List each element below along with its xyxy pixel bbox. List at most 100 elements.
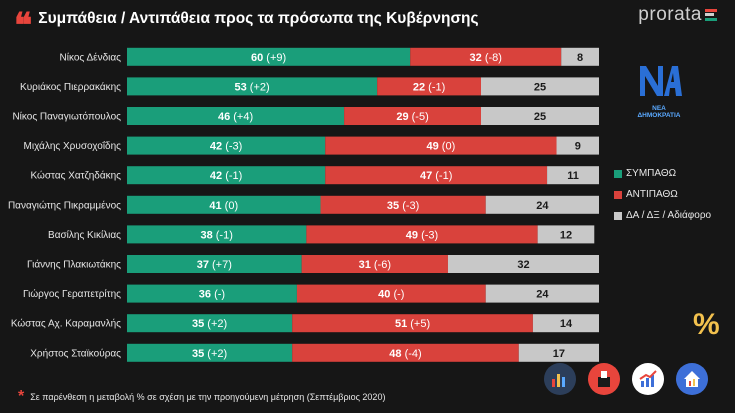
legend-swatch	[614, 169, 622, 178]
data-label: 35 (+2)	[192, 348, 227, 360]
data-label: 8	[577, 52, 583, 64]
category-label: Κώστας Χατζηδάκης	[31, 170, 122, 182]
ballot-box-icon	[588, 363, 620, 395]
category-label: Γιώργος Γεραπετρίτης	[23, 288, 121, 300]
footer-icons	[544, 363, 720, 395]
bar-segment	[447, 255, 599, 273]
category-label: Κώστας Αχ. Καραμανλής	[11, 318, 121, 330]
category-label: Νίκος Δένδιας	[60, 51, 122, 63]
data-label: 37 (+7)	[197, 259, 232, 271]
legend-item-antipatho: ΑΝΤΙΠΑΘΩ	[614, 184, 711, 205]
bar-segment	[127, 343, 293, 362]
bar-segment	[485, 284, 599, 303]
data-label: 32 (-8)	[470, 52, 502, 64]
data-label: 40 (-)	[378, 289, 404, 301]
legend-item-dk-na: ΔΑ / ΔΞ / Αδιάφορο	[614, 205, 711, 226]
data-label: 53 (+2)	[234, 81, 269, 93]
data-label: 9	[575, 141, 581, 153]
asterisk-icon: *	[18, 388, 25, 405]
nea-dimokratia-logo: ΝΕΑ ΔΗΜΟΚΡΑΤΙΑ	[636, 62, 682, 119]
trend-up-icon	[632, 363, 664, 395]
bar-segment	[127, 47, 411, 66]
bar-segment	[481, 77, 599, 96]
data-label: 11	[567, 170, 579, 182]
bar-chart-icon	[544, 363, 576, 395]
bar-segment	[481, 107, 599, 125]
data-label: 24	[536, 200, 549, 212]
bar-segment	[127, 284, 297, 303]
data-label: 14	[560, 318, 573, 330]
legend-label: ΣΥΜΠΑΘΩ	[626, 168, 677, 179]
legend-swatch	[614, 211, 622, 220]
bar-segment	[127, 255, 302, 273]
bar-segment	[325, 136, 557, 155]
legend-label: ΑΝΤΙΠΑΘΩ	[626, 189, 678, 200]
data-label: 49 (-3)	[406, 229, 438, 241]
data-label: 47 (-1)	[420, 170, 452, 182]
nd-party-name: ΝΕΑ ΔΗΜΟΚΡΑΤΙΑ	[637, 105, 681, 119]
bar-segment	[301, 255, 448, 273]
nd-emblem-icon	[640, 66, 682, 96]
data-label: 35 (+2)	[192, 318, 227, 330]
bar-segment	[547, 166, 599, 185]
bar-segment	[306, 225, 538, 244]
quote-icon: ❝	[14, 6, 33, 46]
category-label: Παναγιώτης Πικραμμένος	[8, 199, 121, 211]
data-label: 25	[534, 81, 546, 93]
bar-segment	[127, 136, 326, 155]
percent-icon: %	[693, 308, 720, 341]
category-label: Χρήστος Σταϊκούρας	[30, 347, 121, 359]
bar-segment	[561, 47, 599, 66]
bar-segment	[518, 343, 599, 362]
data-label: 25	[534, 111, 546, 123]
legend-item-sympatho: ΣΥΜΠΑΘΩ	[614, 163, 711, 184]
data-label: 38 (-1)	[200, 229, 232, 241]
bar-segment	[320, 195, 486, 214]
bar-segment	[556, 136, 599, 155]
data-label: 12	[560, 229, 572, 241]
data-label: 48 (-4)	[389, 348, 421, 360]
data-label: 49 (0)	[427, 141, 456, 153]
prorata-wordmark: prorata	[638, 4, 702, 25]
data-label: 32	[517, 259, 529, 271]
prorata-logo: prorata	[638, 4, 717, 26]
bar-segment	[344, 107, 481, 125]
bar-segment	[127, 77, 378, 96]
data-label: 42 (-1)	[210, 170, 242, 182]
data-label: 36 (-)	[199, 289, 225, 301]
bar-segment	[296, 284, 486, 303]
legend-label: ΔΑ / ΔΞ / Αδιάφορο	[626, 210, 712, 221]
bar-segment	[532, 314, 599, 333]
chart-legend: ΣΥΜΠΑΘΩ ΑΝΤΙΠΑΘΩ ΔΑ / ΔΞ / Αδιάφορο	[614, 163, 711, 226]
data-label: 17	[553, 348, 565, 360]
legend-swatch	[614, 190, 622, 199]
chart-header: ❝ Συμπάθεια / Αντιπάθεια προς τα πρόσωπα…	[14, 6, 479, 43]
category-label: Βασίλης Κικίλιας	[48, 229, 121, 241]
bar-segment	[127, 107, 345, 125]
data-label: 31 (-6)	[359, 259, 391, 271]
bar-segment	[325, 166, 548, 185]
data-label: 35 (-3)	[387, 200, 419, 212]
bar-segment	[485, 195, 599, 214]
data-label: 22 (-1)	[413, 81, 445, 93]
data-label: 42 (-3)	[210, 141, 242, 153]
category-label: Μιχάλης Χρυσοχοΐδης	[24, 140, 122, 152]
data-label: 60 (+9)	[251, 52, 286, 64]
data-label: 46 (+4)	[218, 111, 253, 123]
category-label: Νίκος Παναγιωτόπουλος	[12, 111, 121, 123]
data-label: 51 (+5)	[395, 318, 430, 330]
bar-segment	[410, 47, 562, 66]
bar-segment	[537, 225, 595, 244]
category-label: Γιάννης Πλακιωτάκης	[27, 259, 121, 271]
footnote-text: Σε παρένθεση η μεταβολή % σε σχέση με τη…	[30, 392, 386, 402]
bar-segment	[127, 314, 293, 333]
data-label: 29 (-5)	[396, 111, 428, 123]
bar-segment	[127, 225, 307, 244]
category-label: Κυριάκος Πιερρακάκης	[20, 81, 121, 93]
data-label: 24	[536, 289, 549, 301]
bar-segment	[292, 343, 519, 362]
bar-segment	[292, 314, 533, 333]
bar-segment	[377, 77, 481, 96]
